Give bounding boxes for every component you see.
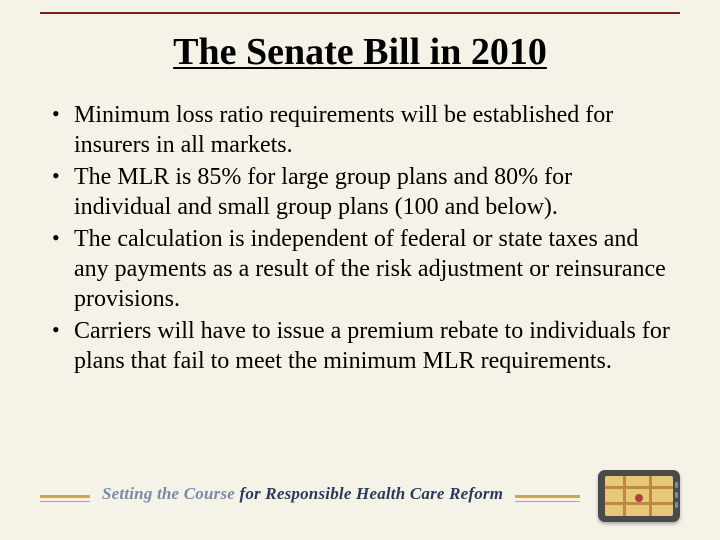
slide-title: The Senate Bill in 2010 <box>0 30 720 74</box>
bullet-item: Carriers will have to issue a premium re… <box>48 316 672 376</box>
top-divider <box>40 12 680 14</box>
footer: Setting the Course for Responsible Healt… <box>40 474 680 522</box>
bullet-item: The MLR is 85% for large group plans and… <box>48 162 672 222</box>
slide: The Senate Bill in 2010 Minimum loss rat… <box>0 0 720 540</box>
footer-prefix: Setting the Course <box>102 484 235 503</box>
footer-rest: for Responsible Health Care Reform <box>235 484 503 503</box>
bullet-item: Minimum loss ratio requirements will be … <box>48 100 672 160</box>
bullet-item: The calculation is independent of federa… <box>48 224 672 314</box>
gps-icon <box>598 470 680 528</box>
bullet-list: Minimum loss ratio requirements will be … <box>48 100 672 378</box>
footer-tagline: Setting the Course for Responsible Healt… <box>90 484 515 504</box>
gps-body <box>598 470 680 522</box>
gps-screen <box>605 476 673 516</box>
